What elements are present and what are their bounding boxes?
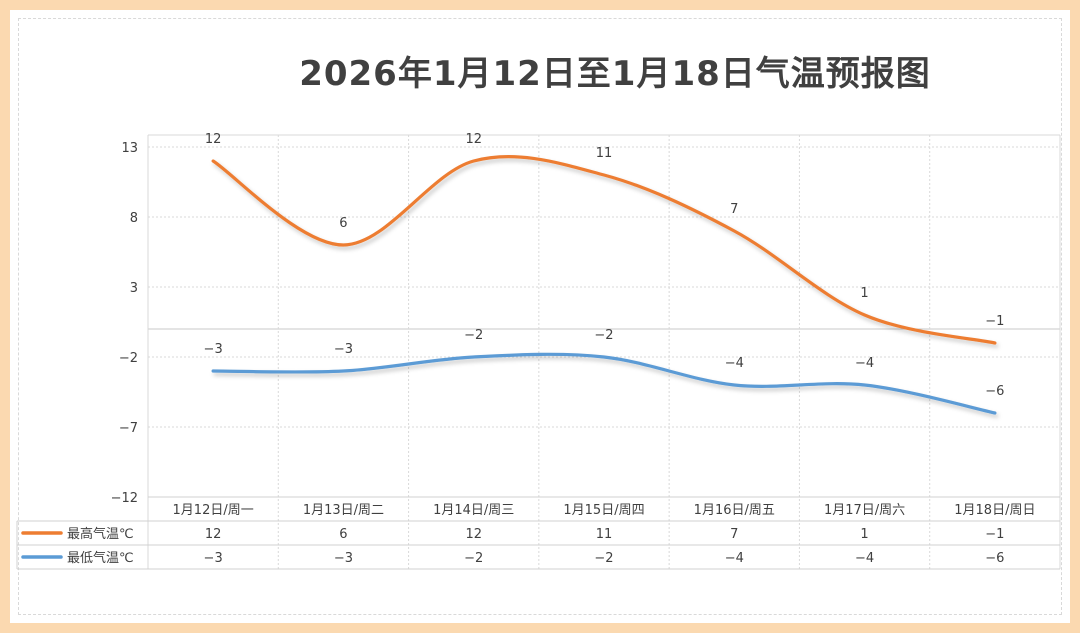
data-label: −2 (464, 328, 483, 343)
chart-title: 2026年1月12日至1月18日气温预报图 (299, 54, 931, 94)
y-tick-label: 8 (130, 211, 138, 226)
card-border (18, 18, 1062, 615)
y-tick-label: −2 (119, 351, 138, 366)
data-label: −6 (985, 384, 1004, 399)
x-category-label: 1月17日/周六 (824, 503, 905, 518)
table-cell: 1 (860, 527, 868, 542)
y-tick-label: −7 (119, 421, 138, 436)
series-line-high (211, 155, 997, 345)
grid (16, 134, 1061, 570)
data-label: −3 (334, 342, 353, 357)
data-label: −4 (855, 356, 874, 371)
table-cell: 6 (339, 527, 347, 542)
data-label: −3 (204, 342, 223, 357)
table-cell: −3 (334, 551, 353, 566)
series-line-low (211, 352, 997, 415)
table-cell: −2 (464, 551, 483, 566)
data-label: 6 (339, 216, 347, 231)
data-table: 1月12日/周一 1月13日/周二 1月14日/周三 1月15日/周四 1月16日/周五… (21, 503, 1035, 566)
x-category-label: 1月13日/周二 (303, 503, 384, 518)
table-cell: −4 (855, 551, 874, 566)
x-category-label: 1月12日/周一 (173, 503, 254, 518)
data-label: 1 (860, 286, 868, 301)
data-label: 12 (465, 132, 482, 147)
data-label: −4 (725, 356, 744, 371)
table-cell: 12 (465, 527, 482, 542)
x-category-label: 1月15日/周四 (563, 503, 644, 518)
table-cell: 12 (205, 527, 222, 542)
legend-label: 最低气温℃ (67, 550, 134, 566)
y-tick-label: 13 (121, 141, 138, 156)
data-label: 7 (730, 202, 738, 217)
data-label: −2 (594, 328, 613, 343)
y-axis: 13 8 3 −2 −7 −12 (111, 141, 138, 506)
table-cell: −2 (594, 551, 613, 566)
table-cell: −4 (725, 551, 744, 566)
data-label: 12 (205, 132, 222, 147)
table-cell: 7 (730, 527, 738, 542)
x-category-label: 1月14日/周三 (433, 503, 514, 518)
x-category-label: 1月16日/周五 (694, 503, 775, 518)
table-cell: −6 (985, 551, 1004, 566)
series-lines (211, 155, 997, 415)
y-tick-label: 3 (130, 281, 138, 296)
table-cell: 11 (596, 527, 613, 542)
table-cell: −3 (204, 551, 223, 566)
x-category-label: 1月18日/周日 (954, 503, 1035, 518)
data-label: 11 (596, 146, 613, 161)
data-label: −1 (985, 314, 1004, 329)
y-tick-label: −12 (111, 491, 138, 506)
legend-label: 最高气温℃ (67, 526, 134, 542)
table-cell: −1 (985, 527, 1004, 542)
data-labels: 12 6 12 11 7 1 −1 −3 −3 −2 −2 −4 −4 −6 (204, 132, 1005, 399)
